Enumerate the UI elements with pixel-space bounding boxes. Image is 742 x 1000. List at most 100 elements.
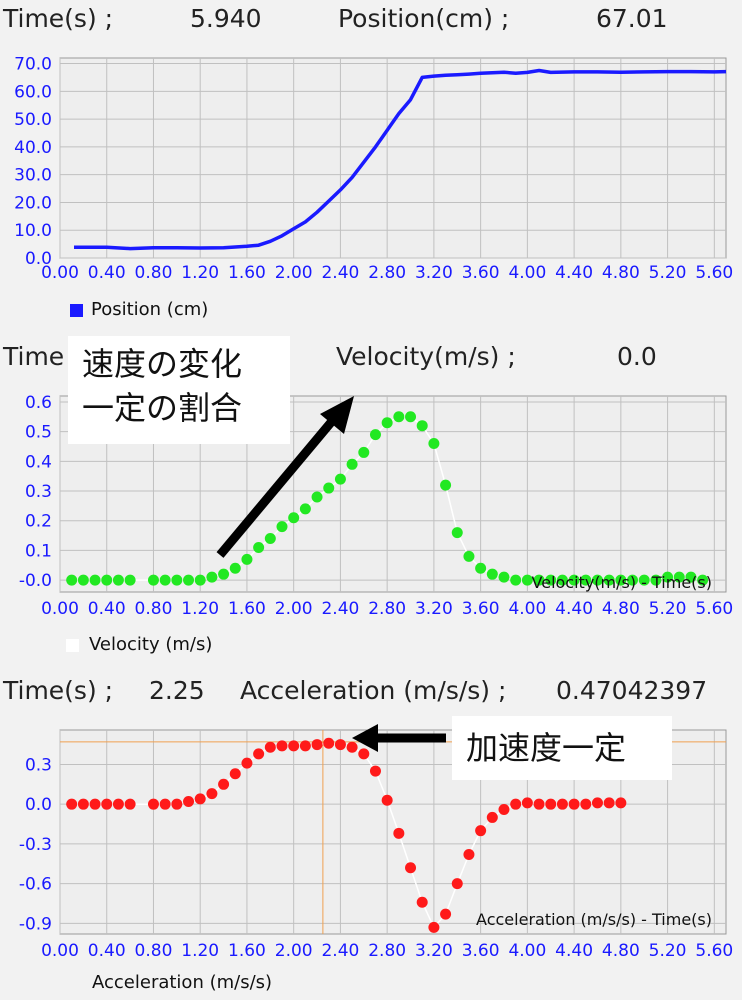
acceleration-data-point [486, 811, 498, 823]
acceleration-annotation-text: 加速度一定 [466, 729, 627, 767]
velocity-data-point [697, 574, 709, 586]
position-legend: Position (cm) [70, 299, 208, 320]
velocity-data-point [463, 550, 475, 562]
time-label: Time(s) ; [3, 4, 114, 33]
acceleration-data-point [393, 827, 405, 839]
velocity-data-point [159, 574, 171, 586]
x-tick-label: 2.80 [368, 599, 406, 619]
acceleration-data-point [369, 765, 381, 777]
velocity-data-point [124, 574, 136, 586]
x-tick-label: 2.40 [321, 599, 359, 619]
x-tick-label: 4.00 [508, 263, 546, 283]
velocity-data-point [568, 574, 580, 586]
acceleration-data-point [591, 797, 603, 809]
legend-swatch [66, 639, 79, 652]
x-tick-label: 5.20 [649, 941, 687, 961]
y-tick-label: 0.3 [25, 755, 52, 775]
acceleration-data-point [580, 798, 592, 810]
y-tick-label: 40.0 [14, 138, 52, 158]
velocity-data-point [662, 571, 674, 583]
x-tick-label: 0.80 [135, 599, 173, 619]
acceleration-data-point [568, 798, 580, 810]
x-tick-label: 5.60 [695, 599, 733, 619]
velocity-data-point [475, 562, 487, 574]
x-tick-label: 0.40 [88, 263, 126, 283]
velocity-data-point [533, 574, 545, 586]
x-tick-label: 3.20 [415, 941, 453, 961]
acceleration-data-point [253, 748, 265, 760]
y-tick-label: 60.0 [14, 82, 52, 102]
acceleration-data-point [334, 739, 346, 751]
velocity-data-point [241, 553, 253, 565]
x-tick-label: 4.00 [508, 599, 546, 619]
velocity-data-point [510, 574, 522, 586]
x-tick-label: 2.00 [275, 263, 313, 283]
y-tick-label: 0.6 [25, 393, 52, 413]
y-tick-label: 0.1 [25, 541, 52, 561]
legend-swatch [70, 304, 83, 317]
velocity-data-point [101, 574, 113, 586]
acceleration-data-point [498, 803, 510, 815]
velocity-data-point [591, 574, 603, 586]
x-tick-label: 3.20 [415, 599, 453, 619]
position-chart-panel: 0.00 0.40 0.80 1.20 1.60 2.00 2.40 2.80 3.20 3.60… [0, 38, 742, 328]
x-tick-label: 1.60 [228, 599, 266, 619]
velocity-data-point [405, 411, 417, 423]
acceleration-data-point [183, 796, 195, 808]
velocity-data-point [393, 411, 405, 423]
acceleration-data-point [218, 778, 230, 790]
acceleration-data-point [451, 878, 463, 890]
position-chart[interactable]: 0.00 0.40 0.80 1.20 1.60 2.00 2.40 2.80 3.20 3.60… [0, 38, 742, 328]
acceleration-data-point [603, 797, 615, 809]
acceleration-data-point [124, 798, 136, 810]
velocity-data-point [194, 574, 206, 586]
position-label: Position(cm) ; [338, 4, 510, 33]
y-tick-label: 70.0 [14, 55, 52, 75]
velocity-annotation-line1: 速度の変化 [82, 345, 243, 383]
velocity-data-point [603, 574, 615, 586]
acceleration-data-point [615, 797, 627, 809]
acceleration-data-point [288, 740, 300, 752]
x-tick-label: 0.80 [135, 263, 173, 283]
velocity-data-point [627, 574, 639, 586]
x-tick-label: 0.00 [41, 263, 79, 283]
x-tick-label: 5.60 [695, 941, 733, 961]
y-tick-label: 20.0 [14, 193, 52, 213]
y-tick-label: -0.0 [19, 571, 52, 591]
acceleration-data-point [475, 825, 487, 837]
acceleration-data-point [112, 798, 124, 810]
x-tick-label: 1.20 [181, 941, 219, 961]
velocity-data-point [521, 574, 533, 586]
position-plot-area [59, 57, 727, 259]
acceleration-data-point [147, 798, 159, 810]
acceleration-data-point [229, 768, 241, 780]
velocity-legend: Velocity (m/s) [66, 634, 212, 655]
velocity-data-point [183, 574, 195, 586]
y-tick-label: 0.0 [25, 795, 52, 815]
y-tick-label: 0.5 [25, 423, 52, 443]
velocity-data-point [77, 574, 89, 586]
acceleration-data-point [206, 788, 218, 800]
acceleration-data-point [416, 896, 428, 908]
velocity-data-point [346, 458, 358, 470]
acceleration-data-point [89, 798, 101, 810]
x-tick-label: 5.20 [649, 599, 687, 619]
x-tick-label: 2.00 [275, 941, 313, 961]
acceleration-data-point [66, 798, 78, 810]
x-tick-label: 5.60 [695, 263, 733, 283]
x-tick-label: 4.00 [508, 941, 546, 961]
position-readout: Time(s) ; 5.940 Position(cm) ; 67.01 [0, 0, 742, 38]
y-tick-label: 0.0 [25, 249, 52, 269]
velocity-data-point [253, 541, 265, 553]
x-tick-label: 4.40 [555, 263, 593, 283]
velocity-data-point [89, 574, 101, 586]
y-tick-label: 30.0 [14, 166, 52, 186]
velocity-data-point [440, 479, 452, 491]
acceleration-series-label: Acceleration (m/s/s) - Time(s) [476, 910, 712, 929]
velocity-value: 0.0 [617, 342, 657, 371]
y-tick-label: 0.2 [25, 512, 52, 532]
velocity-data-point [416, 420, 428, 432]
velocity-data-point [147, 574, 159, 586]
acceleration-data-point [276, 740, 288, 752]
velocity-data-point [288, 512, 300, 524]
